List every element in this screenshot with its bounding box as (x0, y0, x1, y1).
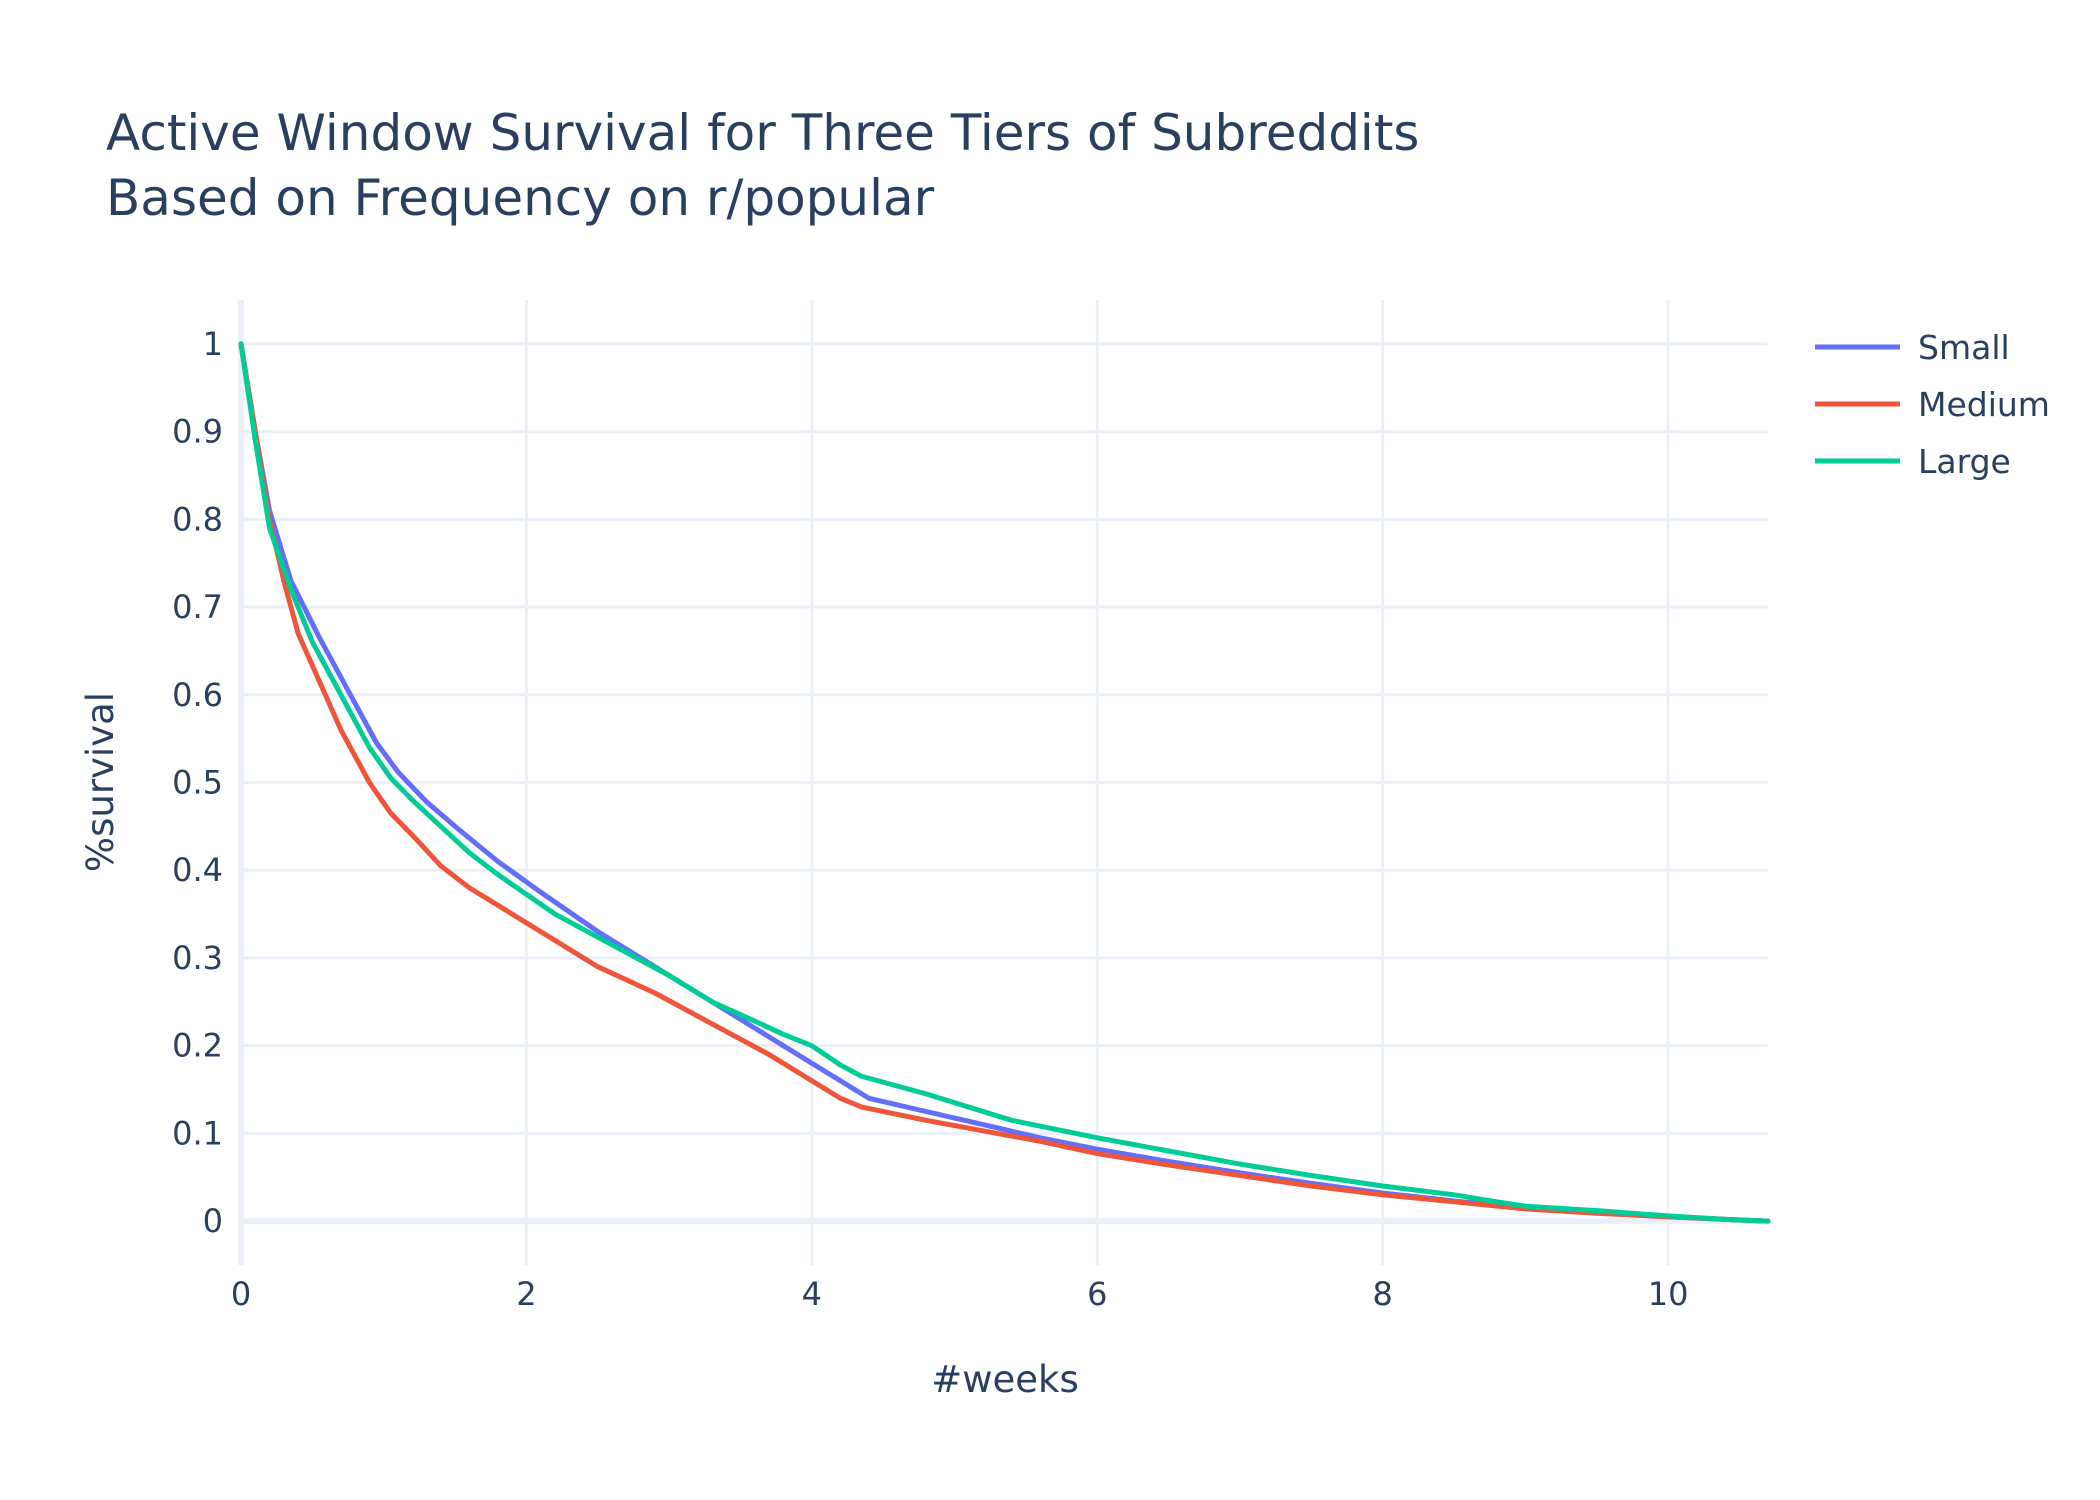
series-line-medium (238, 341, 1771, 1224)
chart-subtitle: Based on Frequency on r/popular (106, 169, 935, 227)
legend-item-small[interactable]: Small (1815, 328, 2010, 367)
y-tick-label: 0.3 (172, 939, 223, 977)
x-tick-label: 2 (516, 1275, 536, 1313)
y-axis-ticks: 0 0.1 0.2 0.3 0.4 0.5 0.6 0.7 0.8 0.9 1 (172, 325, 223, 1240)
x-tick-label: 0 (231, 1275, 251, 1313)
x-tick-label: 10 (1648, 1275, 1689, 1313)
y-tick-label: 0.7 (172, 588, 223, 626)
legend-item-large[interactable]: Large (1815, 442, 2011, 481)
series-lines (238, 341, 1771, 1224)
x-tick-label: 6 (1087, 1275, 1107, 1313)
y-tick-label: 0.1 (172, 1114, 223, 1152)
y-tick-label: 0 (203, 1202, 223, 1240)
x-tick-label: 4 (802, 1275, 822, 1313)
y-tick-label: 0.4 (172, 851, 223, 889)
y-tick-label: 1 (203, 325, 223, 363)
y-axis-title: %survival (79, 692, 122, 872)
series-line-large (238, 341, 1771, 1224)
legend-label: Large (1918, 442, 2011, 481)
chart-title-line-1: Active Window Survival for Three Tiers o… (106, 104, 1419, 162)
chart-title: Active Window Survival for Three Tiers o… (106, 104, 1419, 227)
x-axis-title: #weeks (931, 1358, 1079, 1401)
legend-label: Small (1918, 328, 2010, 367)
y-tick-label: 0.2 (172, 1027, 223, 1065)
x-axis-ticks: 0 2 4 6 8 10 (231, 1275, 1689, 1313)
y-tick-label: 0.8 (172, 500, 223, 538)
legend[interactable]: Small Medium Large (1815, 328, 2050, 481)
y-tick-label: 0.5 (172, 764, 223, 802)
x-tick-label: 8 (1373, 1275, 1393, 1313)
y-tick-label: 0.9 (172, 413, 223, 451)
legend-label: Medium (1918, 385, 2050, 424)
legend-item-medium[interactable]: Medium (1815, 385, 2050, 424)
y-tick-label: 0.6 (172, 676, 223, 714)
